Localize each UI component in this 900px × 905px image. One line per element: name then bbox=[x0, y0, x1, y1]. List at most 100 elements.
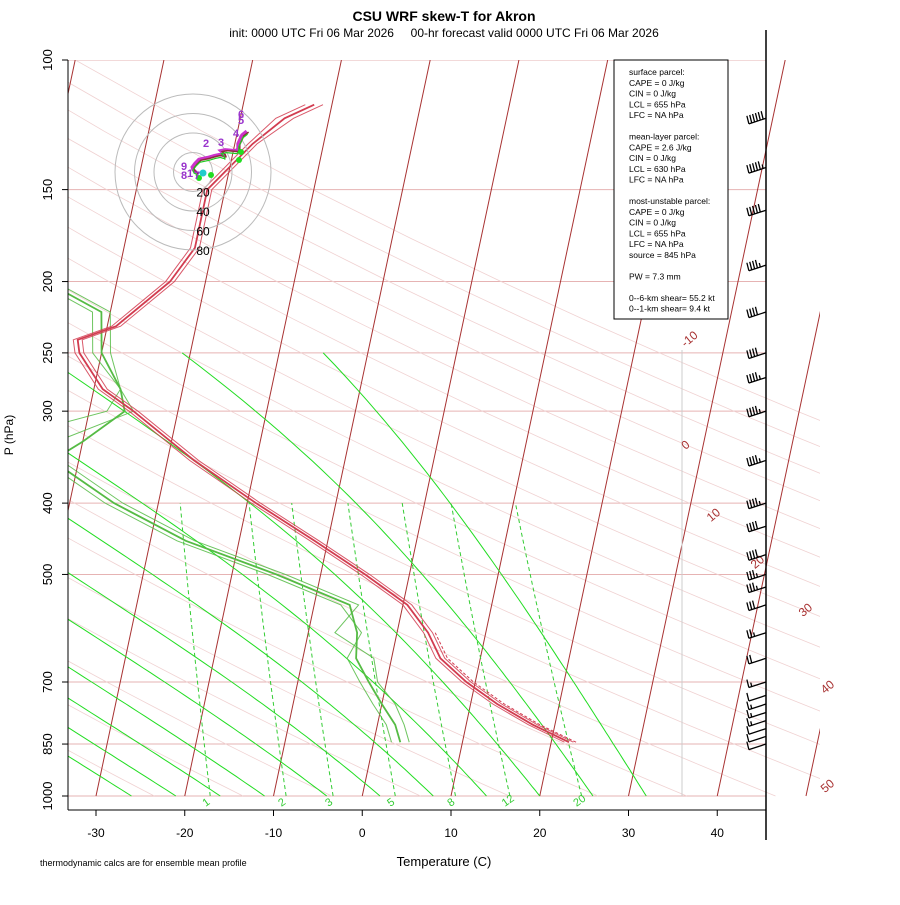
mixing-ratio-label: 3 bbox=[323, 796, 335, 809]
dry-adiabat-guide bbox=[68, 660, 332, 797]
wind-barb-flag bbox=[749, 349, 753, 358]
isotherm-line bbox=[450, 60, 609, 797]
wind-barb-flag bbox=[751, 521, 756, 531]
wind-barb bbox=[746, 259, 767, 272]
wind-barb-flag bbox=[751, 163, 756, 172]
moist-adiabat-line bbox=[322, 352, 647, 797]
wind-barb bbox=[746, 111, 767, 125]
wind-barb bbox=[746, 600, 767, 612]
info-box-line: LFC = NA hPa bbox=[629, 175, 684, 185]
wind-barb-flag bbox=[754, 497, 759, 507]
wind-barb-flag bbox=[749, 551, 753, 560]
dry-adiabat-guide bbox=[68, 704, 244, 797]
hodograph-ring-label: 40 bbox=[196, 205, 210, 219]
mixing-ratio-line bbox=[248, 503, 287, 797]
wind-barb-half-flag bbox=[752, 632, 756, 637]
wind-barb bbox=[746, 654, 767, 665]
wind-barb bbox=[746, 718, 767, 727]
wind-barb-flag bbox=[746, 309, 750, 318]
wind-barb bbox=[746, 692, 767, 702]
wind-barb-half-flag bbox=[761, 164, 764, 169]
hodograph-ring-label: 80 bbox=[196, 244, 210, 258]
moist-adiabat-line bbox=[68, 371, 541, 797]
x-tick-label: 0 bbox=[359, 826, 366, 840]
wind-barb-flag bbox=[749, 261, 753, 270]
wind-barb-flag bbox=[749, 499, 753, 508]
dry-adiabat-guide bbox=[68, 81, 820, 447]
dry-adiabat-guide bbox=[68, 138, 820, 502]
mixing-ratio-label: 2 bbox=[276, 796, 288, 809]
wind-barb-half-flag bbox=[750, 704, 753, 709]
wind-barb bbox=[746, 161, 767, 174]
hodograph-ring-label: 20 bbox=[196, 186, 210, 200]
wind-barb-flag bbox=[746, 709, 750, 719]
dry-adiabat-guide bbox=[68, 618, 421, 797]
mixing-ratio-line bbox=[179, 503, 211, 797]
y-tick-label: 700 bbox=[40, 671, 55, 693]
wind-barb-flag bbox=[749, 654, 753, 664]
isotherm-line bbox=[95, 60, 254, 797]
isotherm-line bbox=[628, 60, 786, 797]
wind-barb-flag bbox=[746, 679, 750, 688]
wind-barb-flag bbox=[754, 372, 759, 381]
wind-barb bbox=[746, 347, 767, 360]
y-tick-label: 200 bbox=[40, 271, 55, 293]
isotherm-line bbox=[184, 60, 342, 797]
info-box-line: surface parcel: bbox=[629, 67, 685, 77]
hodograph-point-label: 6 bbox=[238, 109, 244, 121]
wind-barb bbox=[746, 549, 767, 561]
wind-barb-half-flag bbox=[750, 712, 753, 718]
dry-adiabat-guide bbox=[68, 289, 820, 648]
wind-barb-flag bbox=[754, 306, 759, 315]
hodograph-marker bbox=[196, 175, 202, 181]
wind-barb-flag bbox=[751, 600, 756, 609]
dewpoint-member-line bbox=[68, 298, 392, 743]
y-tick-label: 100 bbox=[40, 49, 55, 71]
x-tick-label: -30 bbox=[87, 826, 105, 840]
moist-adiabat-line bbox=[68, 726, 177, 797]
wind-barb-flag bbox=[749, 629, 753, 638]
mixing-ratio-line bbox=[347, 503, 396, 797]
dry-adiabat-guide bbox=[68, 322, 820, 680]
wind-barb-flag bbox=[746, 552, 750, 561]
dry-adiabat-guide bbox=[68, 109, 820, 474]
hodograph-ring-label: 60 bbox=[196, 225, 210, 239]
info-box-line: 0--6-km shear= 55.2 kt bbox=[629, 293, 715, 303]
wind-barb-half-flag bbox=[758, 408, 761, 414]
y-tick-label: 500 bbox=[40, 564, 55, 586]
chart-subtitle: init: 0000 UTC Fri 06 Mar 2026 00-hr for… bbox=[229, 26, 659, 40]
wind-barb-flag bbox=[746, 602, 750, 611]
wind-barb bbox=[746, 679, 767, 689]
y-tick-label: 850 bbox=[40, 733, 55, 755]
wind-barb-flag bbox=[746, 262, 750, 271]
wind-barb-flag bbox=[746, 408, 750, 417]
wind-barb-flag bbox=[754, 405, 759, 415]
temperature-member-line bbox=[72, 104, 565, 743]
wind-barb-flag bbox=[757, 161, 761, 170]
mixing-ratio-line bbox=[401, 503, 456, 797]
wind-barb bbox=[746, 733, 767, 743]
dry-adiabat-guide bbox=[68, 166, 820, 530]
hodograph-point-label: 4 bbox=[233, 128, 240, 140]
wind-barb bbox=[746, 497, 767, 510]
hodograph-ring bbox=[173, 152, 213, 192]
wind-barb-flag bbox=[746, 523, 750, 532]
wind-barb-flag bbox=[751, 205, 756, 215]
info-box-line: CAPE = 2.6 J/kg bbox=[629, 142, 692, 152]
y-tick-label: 250 bbox=[40, 342, 55, 364]
wind-barb-flag bbox=[749, 570, 753, 580]
dewpoint-line bbox=[68, 292, 402, 743]
x-axis-label: Temperature (C) bbox=[397, 854, 492, 869]
wind-barb bbox=[746, 726, 767, 735]
info-box-line: LCL = 655 hPa bbox=[629, 99, 686, 109]
mixing-ratio-label: 20 bbox=[571, 793, 588, 810]
wind-barb-flag bbox=[746, 584, 750, 593]
isotherm-line bbox=[716, 310, 820, 797]
mixing-ratio-line bbox=[291, 503, 334, 797]
wind-barb-flag bbox=[746, 457, 750, 467]
wind-barb-flag bbox=[746, 701, 750, 710]
wind-barb-flag bbox=[746, 207, 750, 216]
hodograph-ring bbox=[134, 113, 252, 231]
